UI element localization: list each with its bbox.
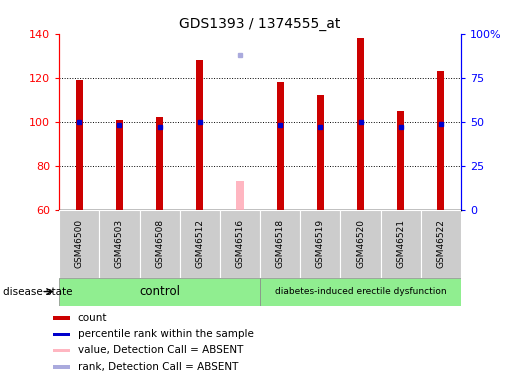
Text: rank, Detection Call = ABSENT: rank, Detection Call = ABSENT xyxy=(78,362,238,372)
Bar xyxy=(397,111,404,210)
Bar xyxy=(116,120,123,210)
Bar xyxy=(236,182,244,210)
Bar xyxy=(53,316,70,320)
Bar xyxy=(99,210,140,278)
Bar xyxy=(180,210,220,278)
Bar xyxy=(340,210,381,278)
Text: GSM46503: GSM46503 xyxy=(115,219,124,268)
Bar xyxy=(277,82,284,210)
Text: count: count xyxy=(78,313,107,322)
Text: GSM46516: GSM46516 xyxy=(235,219,245,268)
Text: GSM46508: GSM46508 xyxy=(155,219,164,268)
Text: GSM46521: GSM46521 xyxy=(396,219,405,268)
Bar xyxy=(196,60,203,210)
Text: value, Detection Call = ABSENT: value, Detection Call = ABSENT xyxy=(78,345,243,355)
Bar xyxy=(300,210,340,278)
Bar xyxy=(59,278,260,306)
Bar xyxy=(140,210,180,278)
Bar xyxy=(357,38,364,210)
Text: control: control xyxy=(139,285,180,298)
Text: GSM46512: GSM46512 xyxy=(195,219,204,268)
Bar xyxy=(381,210,421,278)
Text: GSM46519: GSM46519 xyxy=(316,219,325,268)
Text: GSM46520: GSM46520 xyxy=(356,219,365,268)
Text: percentile rank within the sample: percentile rank within the sample xyxy=(78,329,254,339)
Bar xyxy=(260,278,461,306)
Bar xyxy=(53,333,70,336)
Bar xyxy=(220,210,260,278)
Text: GSM46518: GSM46518 xyxy=(276,219,285,268)
Bar xyxy=(260,210,300,278)
Text: diabetes-induced erectile dysfunction: diabetes-induced erectile dysfunction xyxy=(274,287,447,296)
Bar xyxy=(317,96,324,210)
Text: GSM46500: GSM46500 xyxy=(75,219,84,268)
Bar xyxy=(437,71,444,210)
Title: GDS1393 / 1374555_at: GDS1393 / 1374555_at xyxy=(179,17,341,32)
Text: GSM46522: GSM46522 xyxy=(436,219,445,268)
Bar xyxy=(76,80,83,210)
Bar xyxy=(59,210,99,278)
Text: disease state: disease state xyxy=(3,286,72,297)
Bar xyxy=(53,349,70,352)
Bar xyxy=(53,365,70,369)
Bar xyxy=(156,117,163,210)
Bar xyxy=(421,210,461,278)
